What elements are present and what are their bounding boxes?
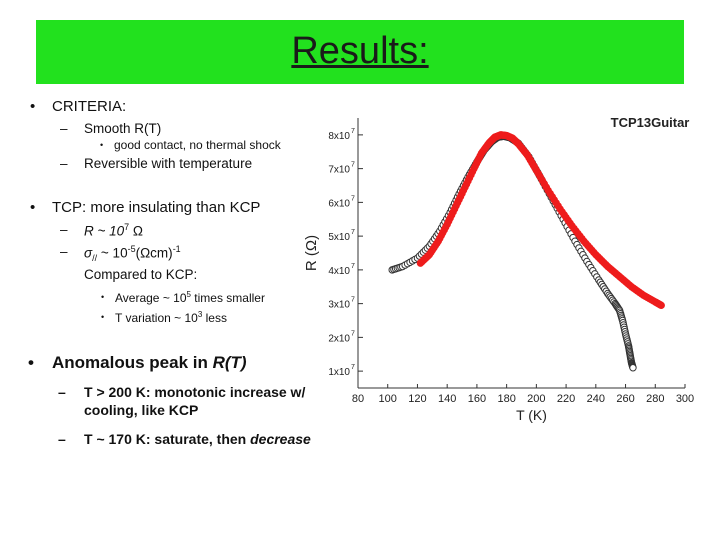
y-tick-exp: 7 [351,162,355,169]
y-tick-exp: 7 [351,330,355,337]
y-tick-label: 8x10 [328,131,350,142]
criteria-bullet: • CRITERIA: [30,98,127,115]
x-axis: 80 100 120 140 160 180 200 220 240 260 280 300 [352,384,694,405]
bullet-dot-icon: • [28,353,34,372]
criteria-reversible: – Reversible with temperature [60,156,253,171]
tcp-sigma: σ [84,245,93,261]
x-tick-label: 260 [616,393,634,405]
y-tick-label: 3x10 [328,300,350,311]
tcp-variation: • T variation ~ 103 less [101,310,227,325]
tcp-sigma-unit-exp: -1 [172,244,181,254]
tcp-average-text: Average ~ 10 [115,291,187,305]
y-tick-exp: 7 [351,128,355,135]
x-tick-label: 80 [352,393,364,405]
slide-title: Results: [291,30,429,72]
y-tick-exp: 7 [351,195,355,202]
criteria-good-contact: • good contact, no thermal shock [100,138,281,152]
tcp-average-exp: 5 [186,290,191,299]
tcp-r-text: R ~ 10 [84,223,125,239]
x-tick-label: 160 [468,393,486,405]
anomalous-above: – T > 200 K: monotonic increase w/ cooli… [58,384,306,418]
tcp-variation-text: T variation ~ 10 [115,311,198,325]
tcp-average-end: times smaller [190,291,265,305]
bullet-dot-icon: • [30,199,36,216]
x-tick-label: 120 [408,393,426,405]
tcp-sigma-mid: ~ 10 [97,245,128,261]
title-bar: Results: [36,20,684,84]
anomalous-bullet: • Anomalous peak in R(T) [28,353,247,373]
criteria-reversible-text: Reversible with temperature [84,156,253,171]
y-tick-label: 2x10 [328,333,350,344]
x-tick-label: 180 [497,393,515,405]
y-tick-label: 7x10 [328,165,350,176]
anomalous-em: R(T) [212,353,247,372]
y-tick-label: 4x10 [328,266,350,277]
x-axis-label: T (K) [516,407,547,423]
tcp-r-unit: Ω [129,223,144,239]
y-tick-label: 6x10 [328,198,350,209]
x-tick-label: 300 [676,393,694,405]
series-open-circles [388,132,637,372]
anomalous-below: – T ~ 170 K: saturate, then decrease [58,431,311,447]
anomalous-above-line2: cooling, like KCP [84,402,199,418]
chart-title: TCP13Guitar [611,115,690,130]
bullet-dot-icon: • [30,98,36,115]
y-tick-exp: 7 [351,229,355,236]
tcp-average: • Average ~ 105 times smaller [101,290,265,305]
tcp-resistance: – R ~ 107 Ω [60,222,144,239]
anomalous-text: Anomalous peak in [52,353,213,372]
anomalous-above-line1: T > 200 K: monotonic increase w/ [84,384,306,400]
tcp-compared: Compared to KCP: [84,267,198,282]
tcp-variation-end: less [202,311,227,325]
x-tick-label: 220 [557,393,575,405]
tcp-variation-exp: 3 [197,310,203,319]
x-tick-label: 240 [587,393,605,405]
criteria-good-contact-text: good contact, no thermal shock [114,138,281,152]
anomalous-below-text: T ~ 170 K: saturate, then [84,431,251,447]
y-axis-label: R (Ω) [303,235,320,271]
tcp-sigma-unit: (Ωcm) [135,245,173,261]
y-tick-label: 1x10 [328,367,350,378]
tcp-label: TCP: more insulating than KCP [52,199,261,216]
criteria-label: CRITERIA: [52,98,127,115]
tcp-sigma-sub: // [92,253,98,264]
x-tick-label: 280 [646,393,664,405]
tcp-sigma-exp: -5 [127,244,136,254]
criteria-smooth-text: Smooth R(T) [84,121,162,136]
data-point [657,301,665,310]
anomalous-below-em: decrease [250,431,311,447]
x-tick-label: 100 [379,393,397,405]
data-point [629,364,637,372]
y-tick-exp: 7 [351,263,355,270]
tcp-bullet: • TCP: more insulating than KCP [30,199,261,216]
series-red [416,131,665,310]
y-tick-exp: 7 [351,297,355,304]
tcp-conductivity: – σ// ~ 10-5(Ωcm)-1 [60,244,181,264]
tcp-r-exp: 7 [124,222,130,232]
y-tick-exp: 7 [351,364,355,371]
criteria-smooth: – Smooth R(T) [60,121,162,136]
y-tick-label: 5x10 [328,232,350,243]
x-tick-label: 200 [527,393,545,405]
x-tick-label: 140 [438,393,456,405]
